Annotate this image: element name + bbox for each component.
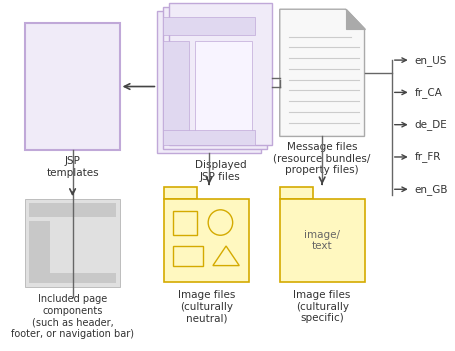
Text: de_DE: de_DE xyxy=(415,119,447,130)
FancyBboxPatch shape xyxy=(163,7,267,149)
FancyBboxPatch shape xyxy=(157,11,261,153)
Text: Message files
(resource bundles/
property files): Message files (resource bundles/ propert… xyxy=(273,142,371,176)
Polygon shape xyxy=(346,9,364,29)
Text: en_GB: en_GB xyxy=(415,184,448,195)
Text: Included page
components
(such as header,
footer, or navigation bar): Included page components (such as header… xyxy=(11,294,134,339)
FancyBboxPatch shape xyxy=(25,23,120,150)
Polygon shape xyxy=(280,187,313,199)
FancyBboxPatch shape xyxy=(195,40,252,133)
FancyBboxPatch shape xyxy=(25,199,120,287)
FancyBboxPatch shape xyxy=(29,220,50,279)
FancyBboxPatch shape xyxy=(280,199,364,282)
Text: fr_FR: fr_FR xyxy=(415,152,441,163)
Polygon shape xyxy=(164,187,197,199)
Text: Image files
(culturally
specific): Image files (culturally specific) xyxy=(293,290,351,323)
Text: image/
text: image/ text xyxy=(304,230,340,251)
FancyBboxPatch shape xyxy=(163,40,189,133)
Polygon shape xyxy=(280,9,364,137)
FancyBboxPatch shape xyxy=(29,203,116,217)
FancyBboxPatch shape xyxy=(29,273,116,283)
Text: en_US: en_US xyxy=(415,55,447,66)
FancyBboxPatch shape xyxy=(164,199,249,282)
Text: Displayed
JSP files: Displayed JSP files xyxy=(195,160,246,181)
FancyBboxPatch shape xyxy=(163,130,255,145)
Text: Image files
(culturally
neutral): Image files (culturally neutral) xyxy=(177,290,235,323)
FancyBboxPatch shape xyxy=(169,4,272,145)
Text: fr_CA: fr_CA xyxy=(415,87,442,98)
FancyBboxPatch shape xyxy=(163,17,255,35)
Text: JSP
templates: JSP templates xyxy=(46,156,99,178)
